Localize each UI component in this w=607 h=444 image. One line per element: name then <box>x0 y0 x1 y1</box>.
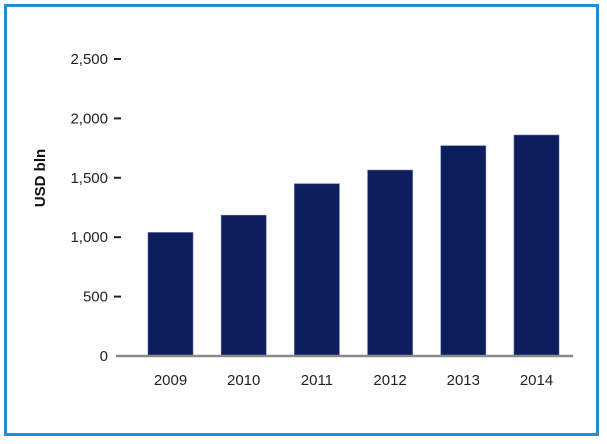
x-tick-label: 2009 <box>154 372 187 389</box>
bar-2014 <box>513 134 560 357</box>
bar-2012 <box>367 169 413 357</box>
x-tick-label: 2014 <box>520 372 553 389</box>
bars <box>147 134 560 357</box>
y-tick-label: 0 <box>100 348 108 365</box>
bar-2013 <box>440 145 487 357</box>
x-axis-labels: 2009 2010 2011 2012 2013 2014 <box>154 372 553 389</box>
y-tick-label: 1,000 <box>70 229 108 246</box>
y-tick-label: 2,000 <box>70 110 108 127</box>
x-tick-label: 2012 <box>373 372 406 389</box>
y-tick-label: 1,500 <box>70 170 108 187</box>
y-tick-label: 2,500 <box>70 51 108 68</box>
bar-2010 <box>220 214 267 357</box>
y-axis-ticks: 0 500 1,000 1,500 2,000 2,500 <box>70 51 121 365</box>
bar-2009 <box>147 232 194 357</box>
y-tick-label: 500 <box>83 289 108 306</box>
x-tick-label: 2010 <box>227 372 260 389</box>
y-axis-title: USD bln <box>32 149 49 207</box>
x-tick-label: 2013 <box>447 372 480 389</box>
x-tick-label: 2011 <box>301 372 333 389</box>
bar-2011 <box>294 183 340 357</box>
